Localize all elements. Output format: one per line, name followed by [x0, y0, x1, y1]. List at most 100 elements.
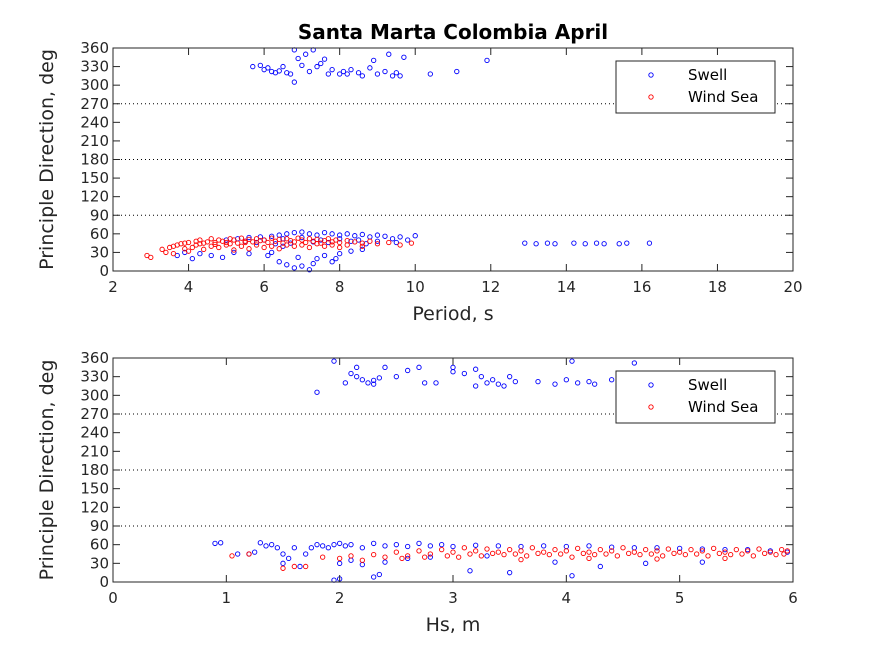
- data-point: [654, 548, 660, 554]
- data-point: [354, 364, 360, 370]
- data-point: [376, 375, 382, 381]
- data-point: [189, 244, 195, 251]
- data-point: [235, 551, 241, 557]
- data-point: [314, 241, 320, 247]
- y-tick-label: 300: [80, 76, 109, 94]
- data-point: [325, 236, 331, 242]
- data-point: [631, 360, 637, 366]
- data-point: [265, 252, 271, 259]
- legend-marker: [648, 94, 654, 100]
- data-point: [253, 242, 260, 248]
- data-point: [269, 235, 275, 241]
- data-point: [699, 546, 705, 552]
- data-point: [291, 229, 297, 236]
- x-tick-label: 4: [562, 589, 572, 607]
- data-point: [427, 71, 433, 77]
- data-point: [250, 239, 256, 245]
- data-point: [257, 540, 263, 546]
- y-tick-label: 150: [80, 169, 109, 187]
- data-point: [416, 548, 422, 554]
- data-point: [276, 68, 282, 74]
- data-point: [495, 543, 501, 549]
- data-point: [609, 548, 615, 554]
- data-point: [580, 550, 586, 557]
- data-point: [337, 244, 343, 251]
- x-tick-label: 5: [675, 589, 685, 607]
- x-tick-label: 6: [259, 278, 269, 296]
- data-point: [626, 550, 632, 557]
- data-point: [287, 71, 294, 77]
- data-point: [762, 550, 768, 557]
- y-tick-label: 300: [80, 386, 109, 404]
- data-point: [552, 559, 558, 565]
- data-point: [371, 551, 377, 558]
- data-point: [261, 244, 267, 251]
- data-point: [427, 543, 433, 549]
- data-point: [321, 252, 328, 259]
- y-tick-label: 180: [80, 461, 109, 479]
- data-point: [265, 65, 271, 71]
- data-point: [397, 234, 403, 240]
- data-point: [382, 554, 388, 560]
- data-point: [518, 548, 524, 554]
- data-point: [473, 383, 479, 389]
- data-point: [699, 548, 705, 554]
- y-tick-label: 60: [90, 536, 109, 554]
- data-point: [439, 542, 445, 548]
- data-point: [439, 546, 445, 553]
- data-point: [512, 378, 518, 385]
- x-axis-label: Hs, m: [426, 614, 481, 636]
- data-point: [329, 242, 335, 248]
- data-point: [280, 63, 286, 70]
- data-point: [427, 554, 433, 560]
- x-tick-label: 2: [335, 589, 345, 607]
- data-point: [371, 574, 377, 580]
- data-point: [609, 544, 615, 550]
- data-point: [374, 71, 381, 77]
- data-point: [170, 251, 177, 257]
- data-point: [276, 246, 282, 252]
- data-point: [231, 249, 237, 256]
- data-point: [337, 232, 343, 238]
- data-point: [393, 549, 399, 555]
- legend-marker: [648, 382, 654, 388]
- data-point: [238, 243, 245, 249]
- data-point: [484, 380, 490, 386]
- chart-title: Santa Marta Colombia April: [298, 20, 608, 44]
- data-point: [374, 232, 381, 238]
- y-tick-label: 360: [80, 39, 109, 57]
- data-point: [518, 556, 524, 563]
- data-point: [314, 255, 320, 262]
- legend-marker: [648, 404, 654, 410]
- series-wind-sea: [229, 545, 790, 571]
- data-point: [544, 240, 551, 246]
- data-point: [592, 551, 598, 558]
- data-point: [359, 240, 365, 246]
- data-point: [393, 374, 399, 380]
- data-point: [295, 254, 301, 261]
- data-point: [178, 241, 184, 247]
- data-point: [246, 551, 252, 557]
- data-point: [490, 377, 496, 383]
- data-point: [382, 364, 388, 370]
- data-point: [416, 364, 422, 370]
- legend-entry: Swell: [688, 376, 727, 394]
- data-point: [405, 237, 411, 243]
- data-point: [299, 237, 305, 243]
- data-point: [308, 545, 314, 551]
- data-point: [208, 236, 214, 242]
- data-point: [781, 551, 787, 557]
- data-point: [484, 546, 490, 552]
- data-point: [569, 358, 575, 364]
- data-point: [348, 553, 354, 559]
- x-tick-label: 20: [783, 278, 802, 296]
- data-point: [280, 551, 286, 557]
- data-point: [563, 548, 569, 554]
- data-point: [238, 235, 245, 241]
- x-tick-label: 3: [448, 589, 458, 607]
- data-point: [272, 241, 279, 247]
- data-point: [219, 254, 226, 261]
- data-point: [399, 555, 405, 562]
- data-point: [660, 553, 666, 559]
